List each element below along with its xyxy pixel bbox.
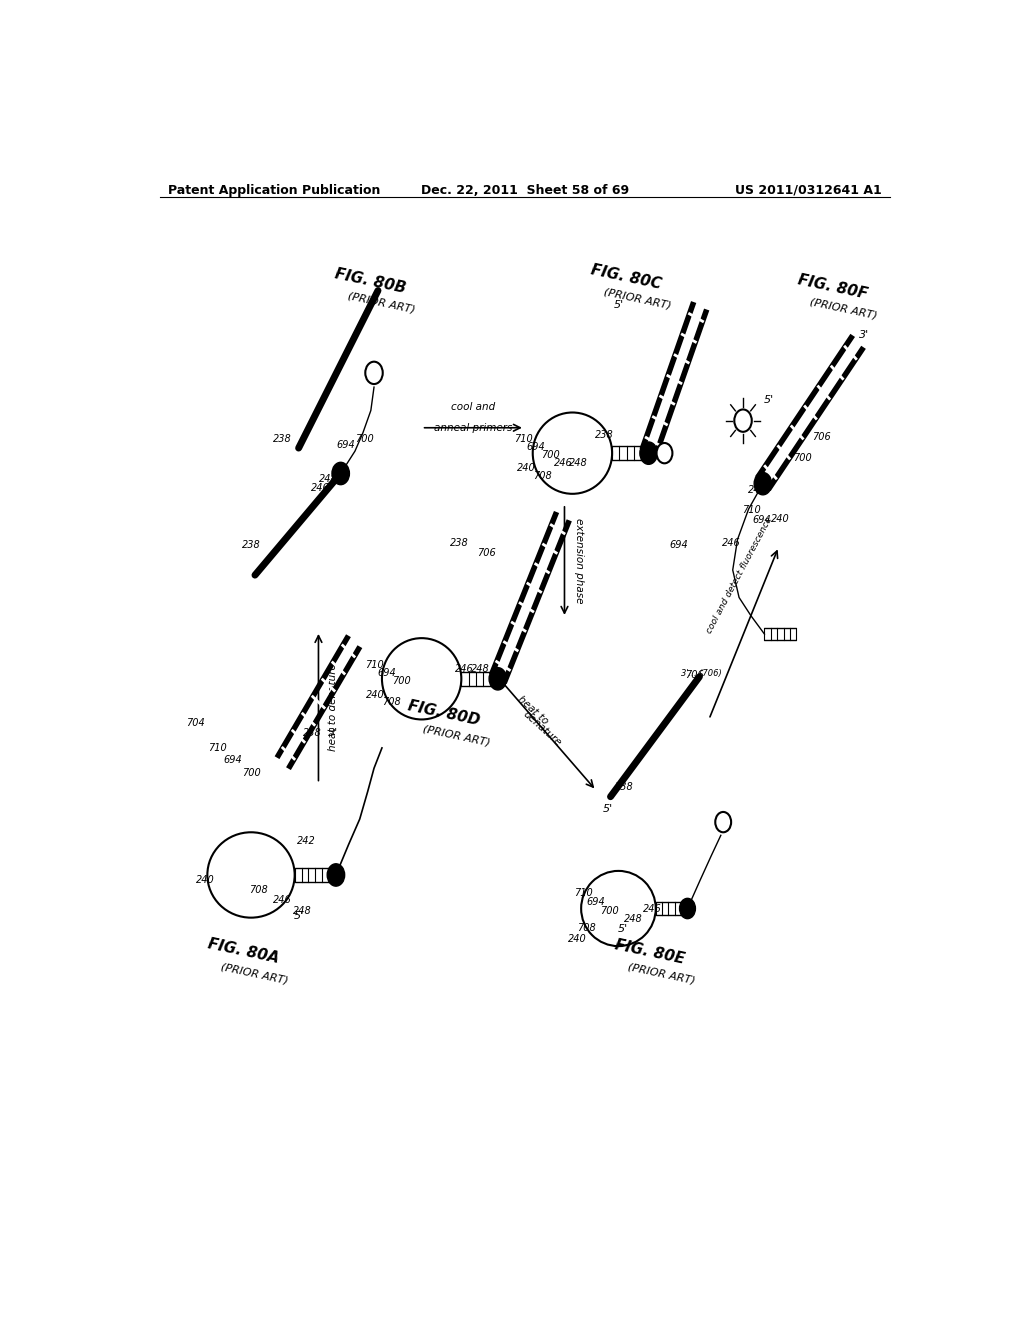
Circle shape [754,473,772,495]
Text: 3': 3' [859,330,869,341]
Text: 240: 240 [367,690,385,700]
Text: cool and: cool and [452,403,496,412]
Text: 246: 246 [455,664,474,673]
Text: FIG. 80C: FIG. 80C [590,261,664,292]
Text: (PRIOR ART): (PRIOR ART) [347,290,417,315]
Text: 246: 246 [643,903,662,913]
Text: 700: 700 [541,450,559,461]
Ellipse shape [582,871,655,946]
Circle shape [656,444,673,463]
Text: FIG. 80F: FIG. 80F [797,272,869,302]
Text: 708: 708 [578,923,596,933]
Text: 238: 238 [451,537,469,548]
Text: 706: 706 [477,548,496,558]
Text: 708: 708 [250,886,268,895]
Text: cool and detect fluorescence: cool and detect fluorescence [705,516,774,635]
Circle shape [332,462,349,484]
Text: 240: 240 [771,515,790,524]
Text: 238: 238 [595,430,613,440]
Text: 694: 694 [337,440,355,450]
Text: 694: 694 [377,668,396,677]
Circle shape [680,899,695,919]
Text: 248: 248 [293,906,312,916]
Ellipse shape [207,833,295,917]
Circle shape [715,812,731,833]
Text: 248: 248 [625,913,643,924]
Ellipse shape [382,638,461,719]
Text: heat to denature: heat to denature [328,664,338,751]
Text: extension phase: extension phase [574,519,584,603]
Text: 708: 708 [382,697,400,708]
Text: heat to: heat to [515,694,550,726]
Text: 242: 242 [297,837,316,846]
Text: 694: 694 [526,442,546,451]
Text: Patent Application Publication: Patent Application Publication [168,183,380,197]
Text: 3': 3' [328,727,338,738]
Text: 3'... (706): 3'... (706) [681,669,721,678]
Text: anneal primers: anneal primers [434,422,512,433]
Text: FIG. 80E: FIG. 80E [613,937,686,966]
Text: 238: 238 [303,727,322,738]
Ellipse shape [532,413,612,494]
Circle shape [489,668,507,690]
Text: 710: 710 [514,434,532,444]
Text: 248: 248 [318,474,337,483]
Text: 700: 700 [600,906,620,916]
Text: 5': 5' [764,395,774,405]
Text: 240: 240 [197,875,215,884]
Text: 246: 246 [310,483,330,492]
Text: (PRIOR ART): (PRIOR ART) [809,297,879,321]
Text: 710: 710 [742,506,761,515]
Text: 700: 700 [355,434,374,444]
Text: (PRIOR ART): (PRIOR ART) [603,286,672,310]
Text: 5': 5' [613,300,624,310]
Text: 246: 246 [554,458,572,469]
Circle shape [328,863,345,886]
Text: FIG. 80D: FIG. 80D [407,698,481,729]
Text: 5': 5' [618,924,629,933]
Text: 5': 5' [294,911,304,920]
Text: 248: 248 [471,664,489,673]
Text: 246: 246 [722,537,740,548]
Text: 704: 704 [186,718,205,727]
Text: (PRIOR ART): (PRIOR ART) [220,962,290,986]
Circle shape [640,442,657,465]
Text: 710: 710 [365,660,383,669]
Text: denature: denature [521,709,563,748]
Text: (PRIOR ART): (PRIOR ART) [422,723,492,748]
Circle shape [366,362,383,384]
Text: 248: 248 [569,458,588,469]
Text: 238: 238 [273,434,292,444]
Text: 694: 694 [223,755,242,766]
Text: 700: 700 [794,453,812,463]
Text: Dec. 22, 2011  Sheet 58 of 69: Dec. 22, 2011 Sheet 58 of 69 [421,183,629,197]
Text: 700: 700 [392,676,412,686]
Text: 240: 240 [517,463,536,474]
Text: 694: 694 [753,515,771,525]
Text: 238: 238 [242,540,260,549]
Text: 700: 700 [242,768,260,779]
Text: FIG. 80B: FIG. 80B [333,265,407,296]
Text: 238: 238 [614,781,634,792]
Text: US 2011/0312641 A1: US 2011/0312641 A1 [735,183,882,197]
Text: 248: 248 [748,484,767,495]
Text: FIG. 80A: FIG. 80A [206,937,281,966]
Text: 710: 710 [208,743,227,752]
Text: 710: 710 [574,888,593,898]
Text: (PRIOR ART): (PRIOR ART) [627,962,696,986]
Text: 708: 708 [532,470,552,480]
Circle shape [734,409,752,432]
Text: 694: 694 [670,540,688,549]
Text: 5': 5' [603,804,613,814]
Text: 246: 246 [273,895,292,906]
Text: 240: 240 [567,935,587,944]
Text: 706: 706 [685,669,705,680]
Text: 706: 706 [812,432,831,442]
Text: 694: 694 [587,898,605,907]
